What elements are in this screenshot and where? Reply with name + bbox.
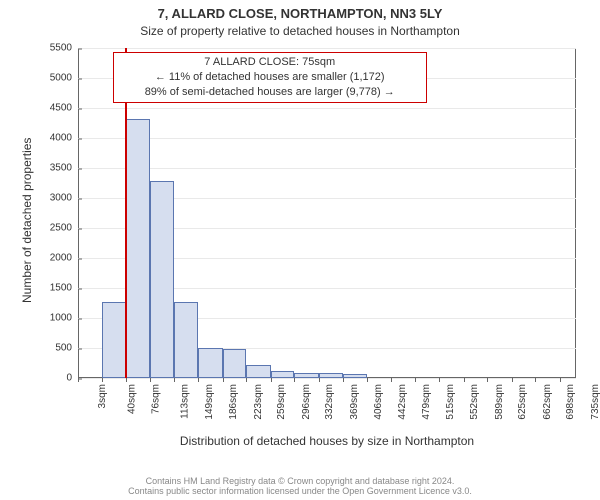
y-tick-label: 1000: [50, 313, 78, 324]
x-tick-label: 515sqm: [445, 384, 456, 420]
x-tick-label: 406sqm: [373, 384, 384, 420]
x-tick-label: 552sqm: [469, 384, 480, 420]
x-tick-mark: [415, 378, 416, 382]
gridline: [78, 378, 576, 379]
x-tick-label: 698sqm: [565, 384, 576, 420]
x-tick-label: 735sqm: [590, 384, 600, 420]
x-tick-mark: [535, 378, 536, 382]
histogram-bar: [198, 348, 222, 378]
x-tick-label: 186sqm: [228, 384, 239, 420]
x-tick-mark: [391, 378, 392, 382]
x-tick-mark: [78, 378, 79, 382]
histogram-bar: [271, 371, 295, 378]
x-tick-label: 589sqm: [494, 384, 505, 420]
x-tick-mark: [150, 378, 151, 382]
footer-line-2: Contains public sector information licen…: [0, 486, 600, 496]
x-tick-label: 223sqm: [253, 384, 264, 420]
x-tick-label: 259sqm: [276, 384, 287, 420]
x-tick-mark: [223, 378, 224, 382]
histogram-bar: [246, 365, 270, 378]
y-tick-label: 2500: [50, 223, 78, 234]
x-tick-label: 76sqm: [151, 384, 162, 414]
x-tick-label: 332sqm: [325, 384, 336, 420]
x-tick-label: 296sqm: [301, 384, 312, 420]
x-tick-label: 369sqm: [349, 384, 360, 420]
x-tick-label: 3sqm: [97, 384, 108, 408]
x-tick-label: 625sqm: [517, 384, 528, 420]
gridline: [78, 168, 576, 169]
histogram-bar: [102, 302, 126, 378]
y-tick-label: 5000: [50, 73, 78, 84]
y-axis-label: Number of detached properties: [20, 138, 34, 303]
gridline: [78, 108, 576, 109]
annotation-line: ← 11% of detached houses are smaller (1,…: [120, 70, 420, 85]
x-tick-mark: [487, 378, 488, 382]
y-tick-label: 500: [55, 343, 78, 354]
histogram-bar: [174, 302, 198, 378]
x-tick-mark: [246, 378, 247, 382]
x-tick-mark: [102, 378, 103, 382]
histogram-bar: [294, 373, 318, 378]
x-tick-mark: [512, 378, 513, 382]
x-tick-label: 442sqm: [397, 384, 408, 420]
x-tick-label: 662sqm: [542, 384, 553, 420]
x-tick-mark: [294, 378, 295, 382]
histogram-bar: [343, 374, 367, 378]
gridline: [78, 138, 576, 139]
y-tick-label: 3500: [50, 163, 78, 174]
x-tick-label: 113sqm: [180, 384, 191, 419]
x-tick-label: 479sqm: [421, 384, 432, 420]
x-tick-label: 149sqm: [204, 384, 215, 420]
x-tick-mark: [439, 378, 440, 382]
x-tick-mark: [560, 378, 561, 382]
x-tick-mark: [464, 378, 465, 382]
annotation-line: 89% of semi-detached houses are larger (…: [120, 85, 420, 100]
annotation-line: 7 ALLARD CLOSE: 75sqm: [120, 55, 420, 70]
y-tick-label: 4000: [50, 133, 78, 144]
histogram-bar: [126, 119, 150, 378]
x-tick-mark: [271, 378, 272, 382]
chart-title: 7, ALLARD CLOSE, NORTHAMPTON, NN3 5LY: [0, 6, 600, 21]
y-tick-label: 4500: [50, 103, 78, 114]
x-tick-mark: [126, 378, 127, 382]
y-tick-label: 1500: [50, 283, 78, 294]
x-tick-mark: [198, 378, 199, 382]
y-tick-label: 0: [66, 373, 78, 384]
gridline: [78, 48, 576, 49]
footer: Contains HM Land Registry data © Crown c…: [0, 476, 600, 496]
footer-line-1: Contains HM Land Registry data © Crown c…: [0, 476, 600, 486]
x-tick-mark: [174, 378, 175, 382]
chart-container: 7, ALLARD CLOSE, NORTHAMPTON, NN3 5LY Si…: [0, 0, 600, 500]
y-tick-label: 2000: [50, 253, 78, 264]
chart-subtitle: Size of property relative to detached ho…: [0, 24, 600, 38]
y-tick-label: 3000: [50, 193, 78, 204]
histogram-bar: [223, 349, 247, 378]
histogram-bar: [150, 181, 174, 378]
x-axis-label: Distribution of detached houses by size …: [78, 434, 576, 448]
x-tick-mark: [367, 378, 368, 382]
x-tick-mark: [343, 378, 344, 382]
annotation-box: 7 ALLARD CLOSE: 75sqm← 11% of detached h…: [113, 52, 427, 103]
x-tick-label: 40sqm: [127, 384, 138, 414]
x-tick-mark: [319, 378, 320, 382]
plot-area: 0500100015002000250030003500400045005000…: [78, 48, 576, 378]
histogram-bar: [319, 373, 343, 378]
y-tick-label: 5500: [50, 43, 78, 54]
